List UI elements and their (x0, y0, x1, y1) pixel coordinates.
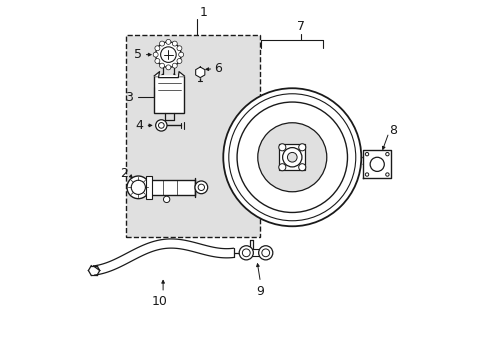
Text: 8: 8 (389, 124, 397, 137)
Circle shape (158, 122, 164, 128)
Circle shape (258, 246, 272, 260)
Bar (146, 176, 152, 199)
Circle shape (155, 46, 160, 51)
Circle shape (223, 88, 361, 226)
Polygon shape (93, 239, 234, 275)
Polygon shape (154, 72, 184, 78)
Circle shape (153, 52, 158, 57)
Circle shape (278, 164, 285, 171)
Circle shape (261, 249, 269, 257)
Circle shape (298, 144, 305, 151)
Circle shape (257, 123, 326, 192)
Circle shape (237, 102, 347, 212)
Circle shape (365, 152, 368, 156)
Circle shape (298, 164, 305, 171)
Circle shape (159, 63, 164, 68)
Circle shape (385, 173, 388, 176)
Polygon shape (362, 150, 390, 179)
Bar (149, 180, 195, 195)
Bar (246, 249, 265, 256)
Circle shape (172, 41, 177, 46)
Text: 9: 9 (256, 285, 264, 298)
Circle shape (155, 120, 166, 131)
Text: 3: 3 (125, 91, 133, 104)
Text: 2: 2 (120, 167, 127, 180)
Text: 7: 7 (297, 21, 305, 33)
Circle shape (160, 47, 176, 62)
Bar (279, 144, 305, 170)
Text: 5: 5 (134, 48, 142, 61)
Circle shape (127, 176, 149, 199)
Circle shape (163, 196, 169, 203)
Circle shape (177, 46, 182, 51)
Circle shape (239, 246, 253, 260)
Circle shape (172, 63, 177, 68)
Circle shape (165, 65, 170, 70)
Circle shape (131, 180, 145, 194)
Circle shape (278, 144, 285, 151)
Circle shape (228, 94, 355, 221)
Text: 1: 1 (200, 6, 207, 19)
Circle shape (155, 42, 181, 67)
Bar (126, 35, 260, 237)
Text: 6: 6 (214, 62, 222, 75)
Circle shape (385, 152, 388, 156)
Bar (154, 76, 184, 113)
Text: 10: 10 (151, 295, 167, 308)
Circle shape (287, 152, 297, 162)
Circle shape (159, 41, 164, 46)
Circle shape (198, 184, 204, 190)
Circle shape (282, 148, 301, 167)
Polygon shape (195, 67, 204, 78)
Circle shape (178, 52, 183, 57)
Circle shape (177, 59, 182, 63)
Text: 4: 4 (136, 119, 143, 132)
Circle shape (242, 249, 250, 257)
Circle shape (195, 181, 207, 194)
Bar (380, 153, 384, 162)
Circle shape (369, 157, 384, 171)
Circle shape (165, 39, 170, 44)
Circle shape (365, 173, 368, 176)
Circle shape (155, 59, 160, 63)
